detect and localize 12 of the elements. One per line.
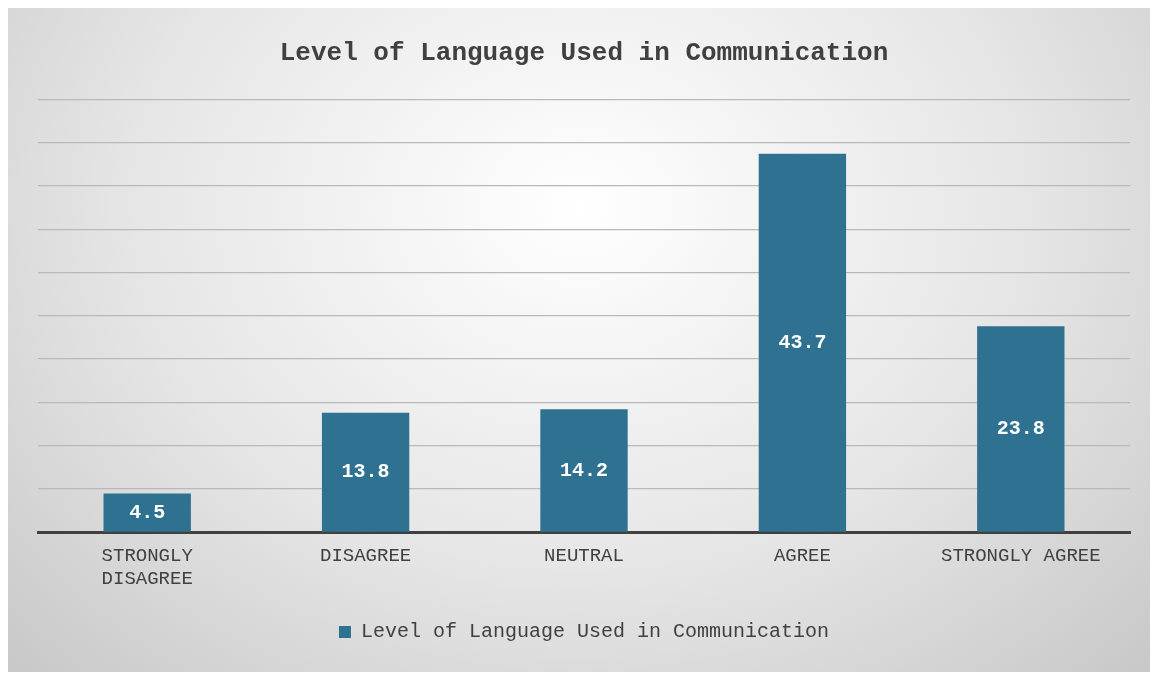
data-label: 4.5 xyxy=(129,500,166,524)
data-label: 13.8 xyxy=(341,460,390,484)
x-tick-label: STRONGLY DISAGREE xyxy=(101,544,194,590)
x-tick-label: DISAGREE xyxy=(319,544,412,567)
legend-label: Level of Language Used in Communication xyxy=(360,620,830,644)
chart-title: Level of Language Used in Communication xyxy=(279,38,889,69)
data-label: 23.8 xyxy=(996,417,1045,440)
data-label: 14.2 xyxy=(559,458,609,482)
data-label: 43.7 xyxy=(778,330,827,354)
x-tick-label: STRONGLY AGREE xyxy=(940,544,1101,567)
x-tick-label: NEUTRAL xyxy=(544,544,624,567)
x-tick-label: AGREE xyxy=(773,544,831,567)
